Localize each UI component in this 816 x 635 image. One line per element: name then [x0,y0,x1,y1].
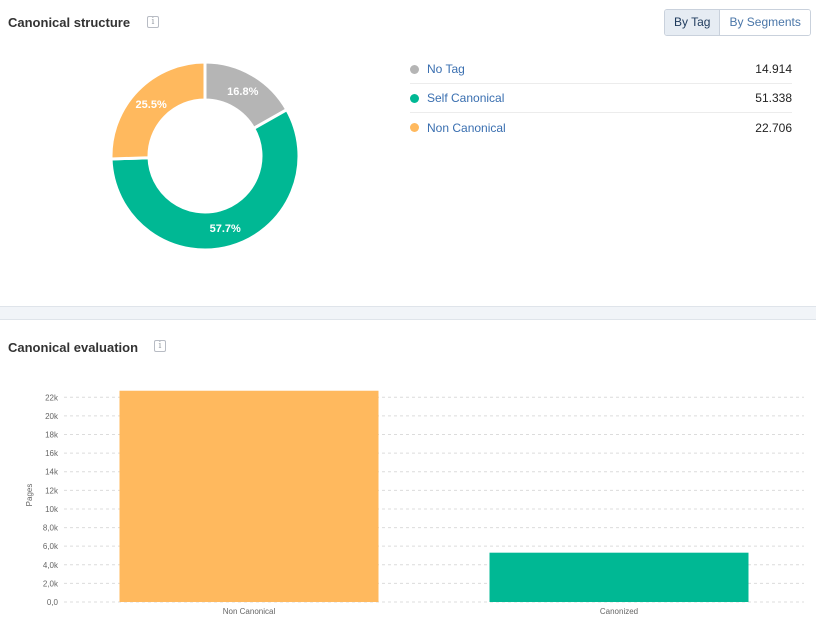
canonical-structure-title: Canonical structure [8,15,131,30]
bar-chart: 0,0 2,0k 4,0k 6,0k 8,0k 10k 12k 14k 16k 18k 20k 22k… [25,390,804,616]
legend: No Tag 14.914 Self Canonical 51.338 Non … [410,55,792,142]
donut-chart: 16.8% 57.7% 25.5% [109,60,301,252]
donut-slice-self-canonical[interactable] [109,107,301,252]
legend-label[interactable]: No Tag [427,62,465,76]
legend-dot-icon [410,64,419,74]
donut-slice-label: 16.8% [227,86,258,98]
legend-dot-icon [410,123,419,132]
donut-slice-label: 57.7% [210,223,241,235]
y-tick-label: 6,0k [43,542,59,551]
bar-non-canonical[interactable] [119,390,379,602]
legend-value: 51.338 [755,91,792,105]
y-tick-label: 0,0 [47,598,59,607]
y-tick-label: 14k [45,468,59,477]
legend-value: 14.914 [755,62,792,76]
legend-row-self-canonical[interactable]: Self Canonical 51.338 [410,84,792,113]
y-tick-label: 8,0k [43,524,59,533]
section-divider [0,306,816,320]
info-icon[interactable]: i [154,340,166,352]
x-tick-label: Non Canonical [223,607,276,616]
x-tick-label: Canonized [600,607,638,616]
donut-slice-non-canonical[interactable] [109,60,207,161]
y-axis-label: Pages [25,484,34,507]
by-tag-button[interactable]: By Tag [665,10,721,35]
legend-row-no-tag[interactable]: No Tag 14.914 [410,55,792,84]
legend-row-non-canonical[interactable]: Non Canonical 22.706 [410,113,792,142]
y-tick-label: 12k [45,486,59,495]
legend-label[interactable]: Self Canonical [427,91,505,105]
legend-dot-icon [410,93,419,103]
bar-canonized[interactable] [489,552,749,602]
donut-slice-label: 25.5% [136,99,167,111]
y-tick-label: 20k [45,412,59,421]
view-toggle: By Tag By Segments [664,9,811,36]
info-icon[interactable]: i [147,16,159,28]
y-tick-label: 4,0k [43,561,59,570]
canonical-evaluation-title: Canonical evaluation [8,340,139,355]
by-segments-button[interactable]: By Segments [720,10,810,35]
y-tick-label: 18k [45,431,59,440]
y-tick-label: 2,0k [43,579,59,588]
legend-value: 22.706 [755,120,792,135]
legend-label[interactable]: Non Canonical [427,120,506,135]
y-tick-label: 22k [45,393,59,402]
y-tick-label: 10k [45,505,59,514]
y-tick-label: 16k [45,449,59,458]
